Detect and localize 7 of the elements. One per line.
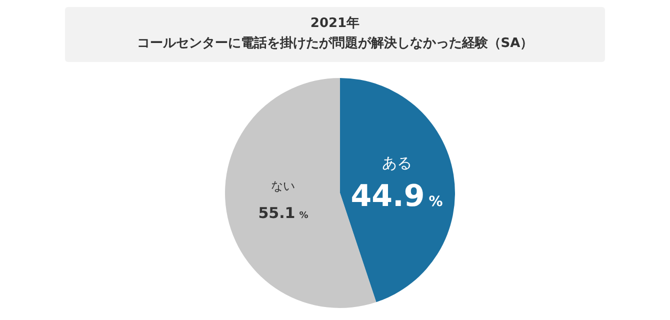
data-label: 44.9% [350,178,443,214]
chart-subtitle: コールセンターに電話を掛けたが問題が解決しなかった経験（SA） [136,35,534,53]
slice-label: ない [271,179,296,194]
data-label: 55.1% [258,204,308,222]
chart-title: 2021年 [309,15,361,33]
pie-slice [340,78,455,302]
slice-label: ある [382,154,412,172]
